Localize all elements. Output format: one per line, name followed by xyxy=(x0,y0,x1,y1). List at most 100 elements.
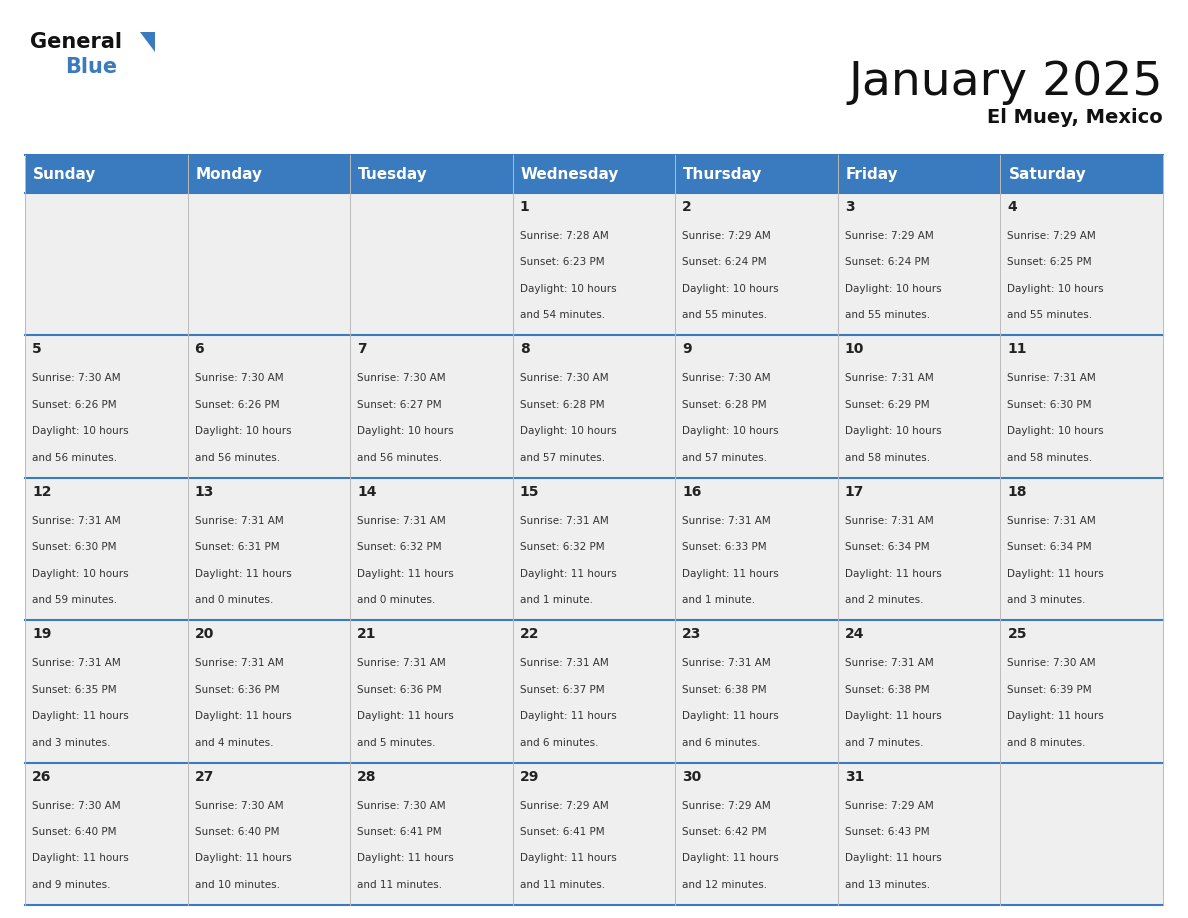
Text: 8: 8 xyxy=(519,342,530,356)
Text: and 56 minutes.: and 56 minutes. xyxy=(358,453,442,463)
Text: Daylight: 11 hours: Daylight: 11 hours xyxy=(519,568,617,578)
Text: Daylight: 10 hours: Daylight: 10 hours xyxy=(195,426,291,436)
Text: Sunset: 6:42 PM: Sunset: 6:42 PM xyxy=(682,827,767,837)
Bar xyxy=(675,193,838,335)
Text: and 3 minutes.: and 3 minutes. xyxy=(32,737,110,747)
Text: Sunset: 6:30 PM: Sunset: 6:30 PM xyxy=(32,543,116,553)
Bar xyxy=(25,193,188,335)
Text: Sunset: 6:39 PM: Sunset: 6:39 PM xyxy=(1007,685,1092,695)
Text: and 12 minutes.: and 12 minutes. xyxy=(682,880,767,890)
Text: 24: 24 xyxy=(845,627,865,641)
Text: Sunset: 6:36 PM: Sunset: 6:36 PM xyxy=(195,685,279,695)
Bar xyxy=(188,193,350,335)
Text: and 13 minutes.: and 13 minutes. xyxy=(845,880,930,890)
Text: Sunrise: 7:31 AM: Sunrise: 7:31 AM xyxy=(845,658,934,668)
Text: Sunrise: 7:31 AM: Sunrise: 7:31 AM xyxy=(682,658,771,668)
Text: and 57 minutes.: and 57 minutes. xyxy=(682,453,767,463)
Text: Daylight: 11 hours: Daylight: 11 hours xyxy=(682,568,779,578)
Text: Daylight: 10 hours: Daylight: 10 hours xyxy=(1007,426,1104,436)
Text: Sunrise: 7:30 AM: Sunrise: 7:30 AM xyxy=(358,800,446,811)
Text: 23: 23 xyxy=(682,627,702,641)
Text: and 2 minutes.: and 2 minutes. xyxy=(845,595,923,605)
Bar xyxy=(513,477,675,621)
Text: Daylight: 10 hours: Daylight: 10 hours xyxy=(845,426,941,436)
Text: Sunset: 6:25 PM: Sunset: 6:25 PM xyxy=(1007,257,1092,267)
Bar xyxy=(675,335,838,477)
Bar xyxy=(188,477,350,621)
Text: and 57 minutes.: and 57 minutes. xyxy=(519,453,605,463)
Text: Sunset: 6:41 PM: Sunset: 6:41 PM xyxy=(358,827,442,837)
Text: Friday: Friday xyxy=(846,166,898,182)
Text: and 7 minutes.: and 7 minutes. xyxy=(845,737,923,747)
Text: Daylight: 11 hours: Daylight: 11 hours xyxy=(195,854,291,864)
Text: 13: 13 xyxy=(195,485,214,498)
Bar xyxy=(675,763,838,905)
Text: 26: 26 xyxy=(32,769,51,784)
Text: and 4 minutes.: and 4 minutes. xyxy=(195,737,273,747)
Text: and 5 minutes.: and 5 minutes. xyxy=(358,737,436,747)
Text: Sunset: 6:43 PM: Sunset: 6:43 PM xyxy=(845,827,929,837)
Text: Daylight: 11 hours: Daylight: 11 hours xyxy=(358,711,454,721)
Text: and 11 minutes.: and 11 minutes. xyxy=(519,880,605,890)
Text: Tuesday: Tuesday xyxy=(358,166,428,182)
Text: 4: 4 xyxy=(1007,200,1017,214)
Bar xyxy=(1000,621,1163,763)
Text: Sunrise: 7:30 AM: Sunrise: 7:30 AM xyxy=(195,374,283,384)
Text: Daylight: 10 hours: Daylight: 10 hours xyxy=(1007,284,1104,294)
Bar xyxy=(25,763,188,905)
Text: Daylight: 10 hours: Daylight: 10 hours xyxy=(32,568,128,578)
Text: 31: 31 xyxy=(845,769,864,784)
Text: Sunrise: 7:31 AM: Sunrise: 7:31 AM xyxy=(519,516,608,526)
Text: 3: 3 xyxy=(845,200,854,214)
Bar xyxy=(513,621,675,763)
Text: Sunset: 6:27 PM: Sunset: 6:27 PM xyxy=(358,399,442,409)
Bar xyxy=(25,155,1163,193)
Text: 1: 1 xyxy=(519,200,530,214)
Text: 22: 22 xyxy=(519,627,539,641)
Bar xyxy=(675,477,838,621)
Text: Daylight: 11 hours: Daylight: 11 hours xyxy=(358,568,454,578)
Text: Sunrise: 7:28 AM: Sunrise: 7:28 AM xyxy=(519,231,608,241)
Text: and 56 minutes.: and 56 minutes. xyxy=(32,453,118,463)
Text: and 10 minutes.: and 10 minutes. xyxy=(195,880,279,890)
Text: Sunrise: 7:30 AM: Sunrise: 7:30 AM xyxy=(32,374,121,384)
Text: Sunrise: 7:31 AM: Sunrise: 7:31 AM xyxy=(845,374,934,384)
Text: Sunset: 6:24 PM: Sunset: 6:24 PM xyxy=(845,257,929,267)
Text: 29: 29 xyxy=(519,769,539,784)
Text: 9: 9 xyxy=(682,342,691,356)
Text: and 1 minute.: and 1 minute. xyxy=(682,595,756,605)
Text: Daylight: 11 hours: Daylight: 11 hours xyxy=(845,568,942,578)
Bar xyxy=(1000,477,1163,621)
Bar xyxy=(513,763,675,905)
Text: Sunrise: 7:30 AM: Sunrise: 7:30 AM xyxy=(358,374,446,384)
Bar xyxy=(188,335,350,477)
Text: 6: 6 xyxy=(195,342,204,356)
Text: and 56 minutes.: and 56 minutes. xyxy=(195,453,279,463)
Bar xyxy=(838,763,1000,905)
Text: Saturday: Saturday xyxy=(1009,166,1086,182)
Bar xyxy=(350,193,513,335)
Text: Sunrise: 7:31 AM: Sunrise: 7:31 AM xyxy=(845,516,934,526)
Text: 16: 16 xyxy=(682,485,702,498)
Text: Daylight: 11 hours: Daylight: 11 hours xyxy=(32,711,128,721)
Text: Daylight: 11 hours: Daylight: 11 hours xyxy=(358,854,454,864)
Text: Daylight: 11 hours: Daylight: 11 hours xyxy=(195,568,291,578)
Text: and 0 minutes.: and 0 minutes. xyxy=(358,595,436,605)
Text: 5: 5 xyxy=(32,342,42,356)
Text: Sunrise: 7:30 AM: Sunrise: 7:30 AM xyxy=(195,800,283,811)
Text: and 58 minutes.: and 58 minutes. xyxy=(1007,453,1093,463)
Text: 11: 11 xyxy=(1007,342,1026,356)
Text: Daylight: 11 hours: Daylight: 11 hours xyxy=(32,854,128,864)
Text: Sunset: 6:32 PM: Sunset: 6:32 PM xyxy=(358,543,442,553)
Text: Sunrise: 7:31 AM: Sunrise: 7:31 AM xyxy=(1007,374,1097,384)
Text: Daylight: 11 hours: Daylight: 11 hours xyxy=(195,711,291,721)
Text: Sunset: 6:28 PM: Sunset: 6:28 PM xyxy=(682,399,767,409)
Text: Sunrise: 7:31 AM: Sunrise: 7:31 AM xyxy=(358,658,446,668)
Text: Sunset: 6:34 PM: Sunset: 6:34 PM xyxy=(845,543,929,553)
Text: 30: 30 xyxy=(682,769,702,784)
Text: and 58 minutes.: and 58 minutes. xyxy=(845,453,930,463)
Text: 7: 7 xyxy=(358,342,367,356)
Text: Daylight: 10 hours: Daylight: 10 hours xyxy=(519,284,617,294)
Text: 10: 10 xyxy=(845,342,864,356)
Bar xyxy=(1000,763,1163,905)
